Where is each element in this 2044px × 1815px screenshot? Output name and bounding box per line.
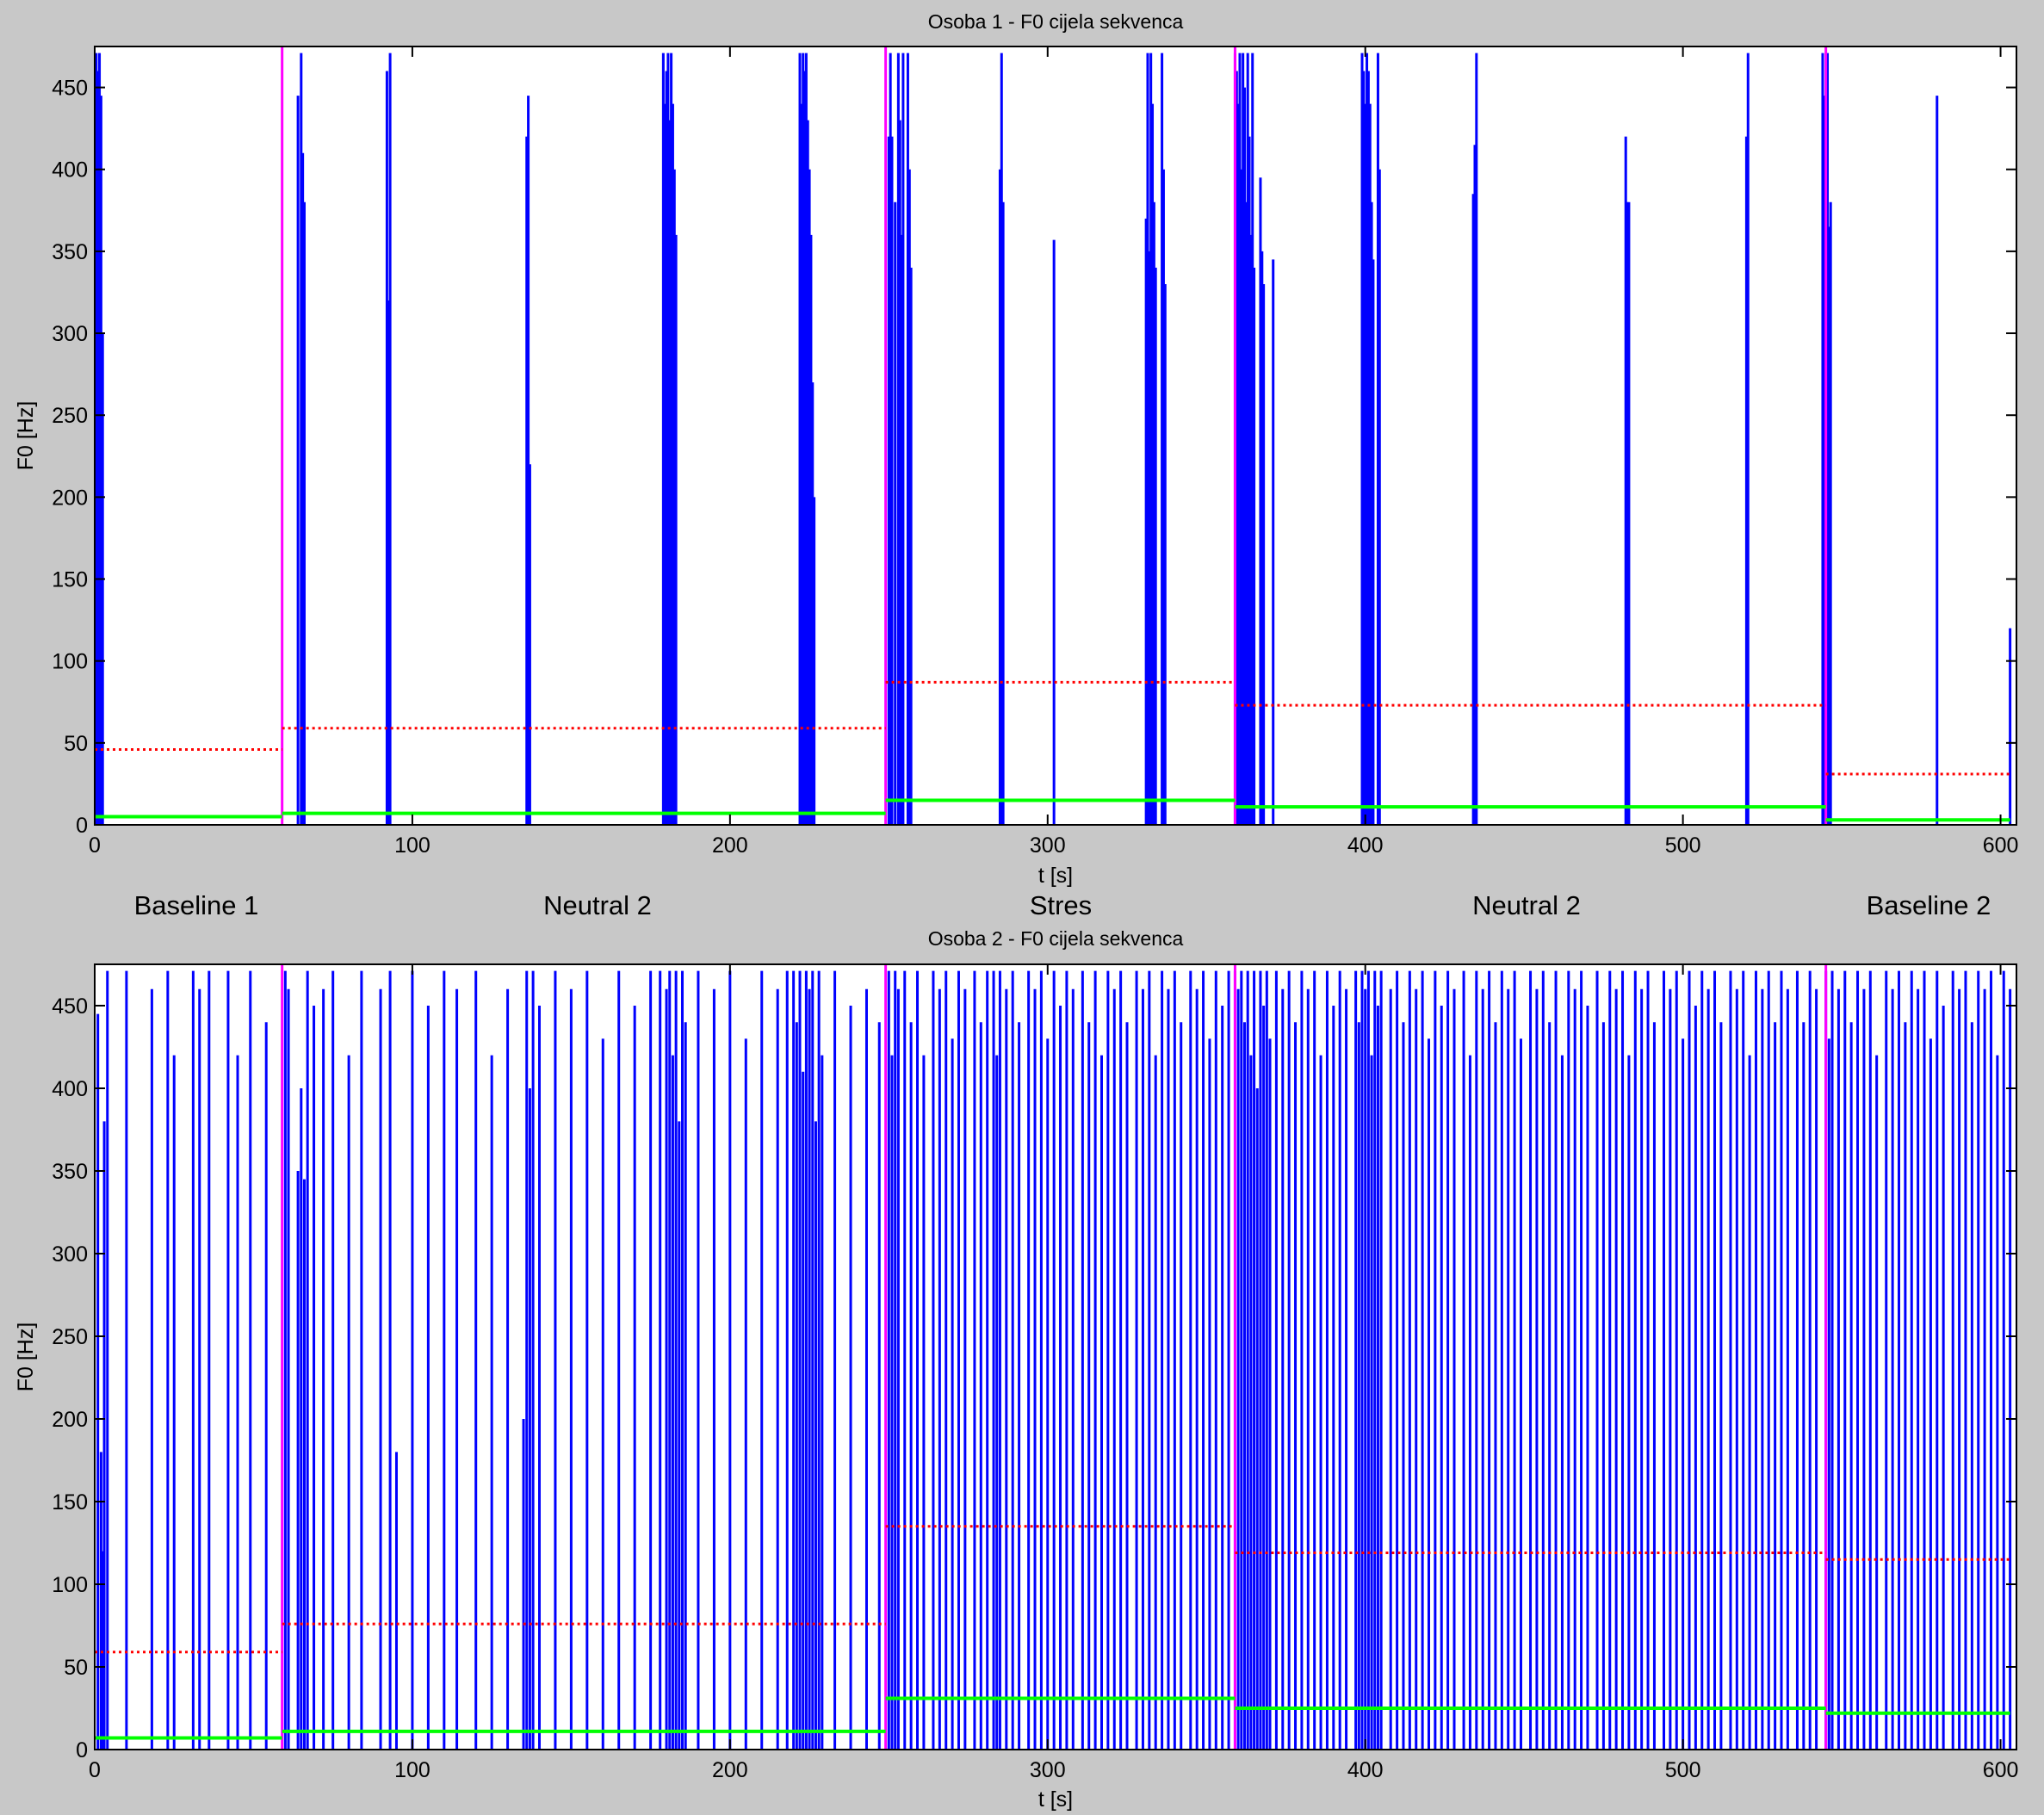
- segment-label-stres: Stres: [1030, 890, 1092, 920]
- x-tick-label: 400: [1347, 1758, 1384, 1782]
- plot-frame-2: [94, 963, 2017, 1750]
- plot-marks-2: [95, 964, 2012, 1750]
- x-tick-label: 0: [89, 833, 101, 858]
- x-tick-label: 100: [394, 1758, 430, 1782]
- y-tick-label: 0: [76, 814, 88, 838]
- y-tick-label: 100: [52, 650, 88, 674]
- x-tick-label: 600: [1983, 1758, 2019, 1782]
- chart-title-1: Osoba 1 - F0 cijela sekvenca: [928, 10, 1184, 33]
- x-tick-label: 0: [89, 1758, 101, 1782]
- y-tick-label: 400: [52, 158, 88, 183]
- y-tick-label: 150: [52, 568, 88, 592]
- plot-frame-1: [94, 46, 2017, 826]
- x-tick-label: 300: [1030, 833, 1066, 858]
- f0-series-2: [96, 970, 2012, 1750]
- x-tick-label: 600: [1983, 833, 2019, 858]
- y-tick-label: 300: [52, 322, 88, 346]
- segment-label-neutral-2a: Neutral 2: [543, 890, 652, 920]
- axes-osoba-2: 0 100 200 300 400 500 600 0 50 100 150 200 250 300 350…: [14, 927, 2018, 1812]
- y-tick-label: 50: [64, 732, 88, 756]
- plot-area-2: [95, 964, 2016, 1750]
- segment-labels: Baseline 1 Neutral 2 Stres Neutral 2 Bas…: [134, 890, 1991, 920]
- y-tick-label: 400: [52, 1077, 88, 1101]
- segment-label-neutral-2b: Neutral 2: [1472, 890, 1581, 920]
- x-axis-label-1: t [s]: [1038, 864, 1073, 888]
- y-tick-label: 150: [52, 1490, 88, 1515]
- x-tick-label: 300: [1030, 1758, 1066, 1782]
- x-tick-label: 500: [1665, 1758, 1701, 1782]
- y-axis-label-2: F0 [Hz]: [14, 1323, 38, 1392]
- axes-osoba-1: 0 100 200 300 400 500 600 0 50 100 150 200 250 300 350…: [14, 10, 2018, 888]
- y-tick-label: 50: [64, 1656, 88, 1680]
- y-tick-label: 200: [52, 486, 88, 510]
- y-axis-label-1: F0 [Hz]: [14, 401, 38, 471]
- y-tick-label: 200: [52, 1408, 88, 1432]
- f0-series-1: [95, 53, 2012, 825]
- y-tick-label: 0: [76, 1738, 88, 1762]
- chart-title-2: Osoba 2 - F0 cijela sekvenca: [928, 927, 1184, 950]
- y-tick-label: 100: [52, 1573, 88, 1597]
- segment-label-baseline-2: Baseline 2: [1867, 890, 1991, 920]
- plot-area-1: [95, 46, 2016, 825]
- x-tick-label: 500: [1665, 833, 1701, 858]
- y-tick-label: 300: [52, 1242, 88, 1267]
- plot-marks-1: [95, 46, 2012, 825]
- y-tick-label: 450: [52, 994, 88, 1019]
- x-tick-label: 200: [712, 833, 748, 858]
- x-tick-label: 400: [1347, 833, 1384, 858]
- y-tick-label: 350: [52, 1160, 88, 1184]
- y-tick-label: 250: [52, 1325, 88, 1349]
- y-tick-label: 350: [52, 240, 88, 264]
- x-tick-label: 200: [712, 1758, 748, 1782]
- x-tick-label: 100: [394, 833, 430, 858]
- y-tick-label: 450: [52, 77, 88, 101]
- segment-label-baseline-1: Baseline 1: [134, 890, 259, 920]
- axis-ticks-2: 0 100 200 300 400 500 600 0 50 100 150 200 250 300 350…: [52, 964, 2018, 1782]
- x-axis-label-2: t [s]: [1038, 1787, 1073, 1812]
- y-tick-label: 250: [52, 404, 88, 428]
- axis-ticks-1: 0 100 200 300 400 500 600 0 50 100 150 200 250 300 350…: [52, 46, 2018, 858]
